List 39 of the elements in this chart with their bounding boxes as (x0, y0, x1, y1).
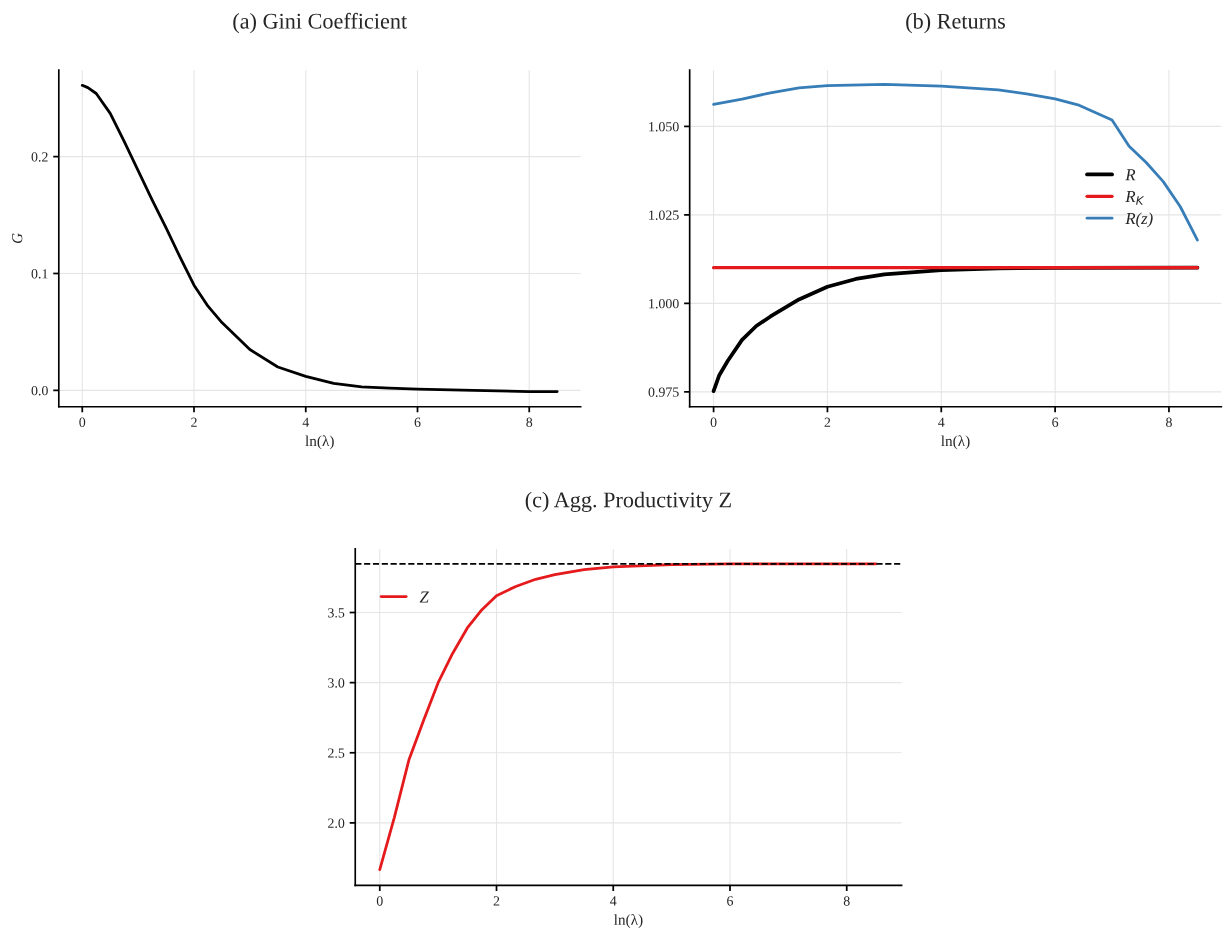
y-tick-label: 2.0 (328, 818, 345, 828)
x-axis-title: ln(λ) (941, 435, 970, 450)
y-tick-label: 3.5 (328, 608, 345, 618)
x-tick-label: 2 (824, 417, 831, 427)
y-tick-label: 0.0 (31, 385, 48, 396)
x-tick-label: 0 (376, 896, 383, 906)
x-axis-title: ln(λ) (305, 435, 334, 450)
chart-title: (a) Gini Coefficient (233, 12, 408, 34)
line-series (712, 82, 1199, 242)
y-tick-label: 2.5 (328, 748, 345, 758)
x-tick-label: 2 (493, 896, 500, 906)
x-tick-label: 4 (610, 896, 617, 906)
legend-label: R (1125, 169, 1136, 181)
x-axis-title: ln(λ) (614, 914, 643, 929)
x-tick-label: 8 (526, 417, 533, 427)
line-series (80, 83, 559, 393)
y-axis-title: G (12, 233, 23, 244)
x-tick-label: 6 (727, 896, 734, 906)
y-tick-label: 1.000 (649, 298, 679, 309)
y-tick-label: 0.2 (31, 152, 48, 162)
x-tick-label: 8 (843, 896, 850, 906)
y-tick-label: 0.975 (648, 387, 679, 397)
legend-label: Z (419, 591, 429, 603)
chart-title: (b) Returns (906, 13, 1005, 34)
legend-label: R(z) (1125, 212, 1153, 228)
y-tick-label: 1.025 (649, 210, 679, 220)
x-tick-label: 4 (938, 417, 945, 427)
y-tick-label: 0.1 (31, 269, 48, 279)
x-tick-label: 0 (79, 417, 86, 427)
x-tick-label: 8 (1166, 417, 1172, 427)
x-tick-label: 2 (191, 417, 197, 427)
x-tick-label: 0 (710, 417, 717, 427)
x-tick-label: 4 (302, 417, 310, 427)
legend-label: R$_{K}$ (1125, 191, 1145, 205)
y-tick-label: 1.050 (649, 121, 679, 132)
x-tick-label: 6 (414, 417, 421, 427)
x-tick-label: 6 (1052, 417, 1059, 427)
chart-title: (c) Agg. Productivity Z (525, 491, 731, 512)
y-tick-label: 3.0 (328, 678, 345, 688)
